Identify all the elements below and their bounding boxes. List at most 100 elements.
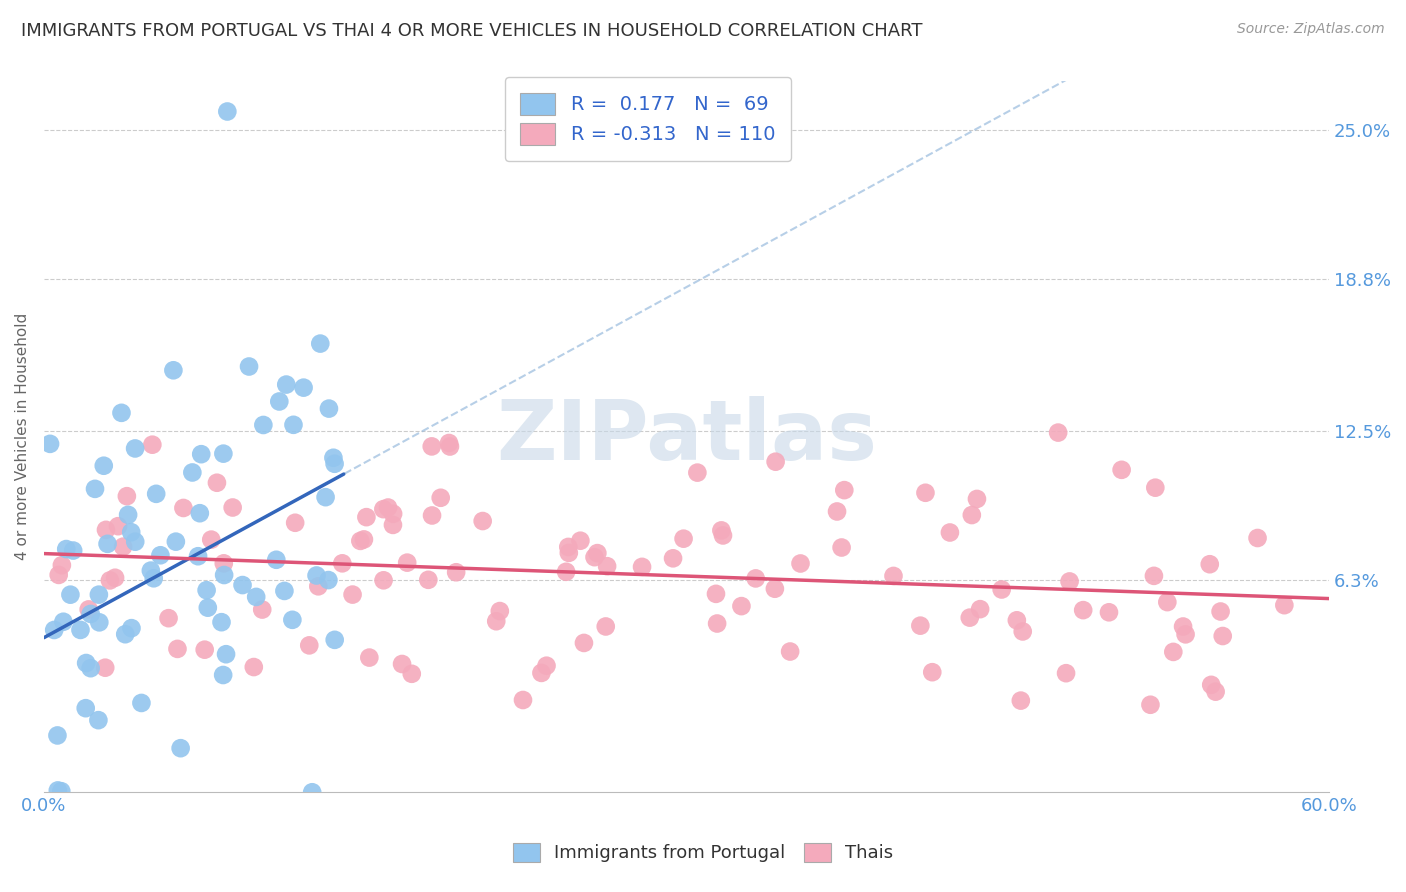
Point	[211, 615, 233, 630]
Point	[1212, 629, 1234, 643]
Point	[1198, 558, 1220, 572]
Point	[215, 647, 238, 661]
Legend: R =  0.177   N =  69, R = -0.313   N = 110: R = 0.177 N = 69, R = -0.313 N = 110	[505, 77, 792, 161]
Point	[79, 607, 101, 621]
Point	[330, 557, 353, 571]
Point	[471, 514, 494, 528]
Point	[46, 728, 69, 742]
Point	[114, 627, 136, 641]
Point	[1246, 531, 1268, 545]
Point	[188, 506, 211, 520]
Point	[439, 440, 461, 454]
Point	[238, 359, 260, 374]
Point	[162, 363, 184, 377]
Point	[1059, 574, 1081, 589]
Point	[914, 485, 936, 500]
Point	[169, 741, 191, 756]
Point	[292, 381, 315, 395]
Point	[124, 534, 146, 549]
Point	[305, 568, 328, 582]
Text: IMMIGRANTS FROM PORTUGAL VS THAI 4 OR MORE VEHICLES IN HOUSEHOLD CORRELATION CHA: IMMIGRANTS FROM PORTUGAL VS THAI 4 OR MO…	[21, 22, 922, 40]
Point	[960, 508, 983, 522]
Point	[52, 615, 75, 629]
Point	[1209, 605, 1232, 619]
Point	[1171, 619, 1194, 633]
Point	[266, 553, 288, 567]
Point	[94, 661, 117, 675]
Point	[98, 574, 121, 588]
Point	[1139, 698, 1161, 712]
Point	[420, 508, 443, 523]
Point	[373, 502, 395, 516]
Point	[104, 571, 127, 585]
Point	[157, 611, 180, 625]
Point	[1174, 627, 1197, 641]
Point	[765, 455, 787, 469]
Point	[706, 616, 728, 631]
Point	[131, 696, 153, 710]
Point	[309, 336, 332, 351]
Point	[882, 569, 904, 583]
Point	[1144, 481, 1167, 495]
Point	[145, 487, 167, 501]
Point	[1143, 569, 1166, 583]
Point	[110, 406, 132, 420]
Point	[269, 394, 291, 409]
Point	[572, 636, 595, 650]
Point	[217, 104, 239, 119]
Point	[939, 525, 962, 540]
Point	[44, 623, 66, 637]
Point	[356, 510, 378, 524]
Point	[55, 542, 77, 557]
Point	[117, 508, 139, 522]
Point	[212, 568, 235, 582]
Point	[187, 549, 209, 564]
Point	[87, 713, 110, 727]
Point	[382, 507, 405, 521]
Point	[990, 582, 1012, 597]
Point	[377, 500, 399, 515]
Point	[686, 466, 709, 480]
Point	[165, 534, 187, 549]
Point	[530, 665, 553, 680]
Point	[631, 560, 654, 574]
Y-axis label: 4 or more Vehicles in Household: 4 or more Vehicles in Household	[15, 313, 30, 560]
Point	[825, 504, 848, 518]
Point	[969, 602, 991, 616]
Point	[353, 533, 375, 547]
Point	[48, 568, 70, 582]
Point	[730, 599, 752, 613]
Point	[512, 693, 534, 707]
Point	[1272, 598, 1295, 612]
Point	[488, 604, 510, 618]
Point	[149, 548, 172, 562]
Point	[349, 533, 371, 548]
Point	[966, 491, 988, 506]
Point	[555, 565, 578, 579]
Point	[75, 656, 97, 670]
Point	[212, 447, 235, 461]
Point	[831, 541, 853, 555]
Point	[283, 417, 305, 432]
Point	[51, 558, 73, 573]
Point	[281, 613, 304, 627]
Point	[51, 784, 73, 798]
Point	[1010, 693, 1032, 707]
Point	[381, 517, 404, 532]
Point	[595, 619, 617, 633]
Point	[557, 540, 579, 554]
Text: Source: ZipAtlas.com: Source: ZipAtlas.com	[1237, 22, 1385, 37]
Point	[315, 490, 337, 504]
Point	[284, 516, 307, 530]
Point	[437, 436, 460, 450]
Point	[359, 650, 381, 665]
Point	[39, 437, 62, 451]
Point	[420, 439, 443, 453]
Point	[79, 661, 101, 675]
Point	[429, 491, 451, 505]
Point	[1098, 605, 1121, 619]
Point	[124, 442, 146, 456]
Point	[298, 639, 321, 653]
Point	[212, 668, 235, 682]
Point	[59, 588, 82, 602]
